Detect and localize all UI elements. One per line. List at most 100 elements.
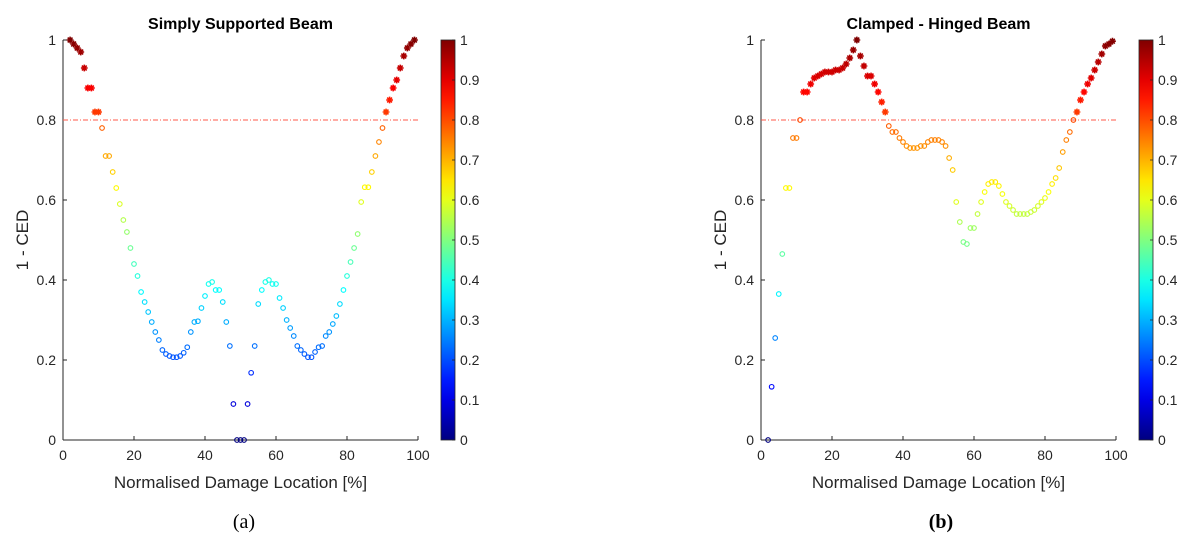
data-point — [1031, 207, 1038, 213]
data-point — [301, 351, 308, 357]
data-point — [251, 343, 258, 349]
colorbar-tick-label: 0.7 — [460, 152, 480, 168]
data-point — [867, 72, 875, 80]
chart-title: Clamped - Hinged Beam — [846, 16, 1030, 33]
data-point — [386, 96, 393, 104]
chart-title: Simply Supported Beam — [148, 16, 333, 33]
data-point — [932, 137, 938, 143]
data-point — [1003, 199, 1009, 205]
colorbar-tick-label: 0.2 — [1158, 352, 1178, 368]
y-tick-label: 0.4 — [37, 272, 57, 288]
data-point — [1084, 80, 1091, 88]
colorbar-tick-label: 0.8 — [460, 112, 480, 128]
data-point — [315, 344, 322, 351]
data-point — [782, 185, 789, 191]
data-point — [917, 143, 924, 149]
colorbar-tick-label: 0.2 — [460, 352, 480, 368]
data-point — [978, 199, 984, 205]
data-point — [116, 201, 123, 207]
data-point — [857, 52, 864, 60]
data-point — [283, 317, 290, 323]
data-point — [1006, 203, 1013, 209]
data-point — [946, 155, 953, 161]
data-point — [407, 40, 415, 48]
colorbar-tick-label: 0.6 — [460, 192, 480, 208]
data-point — [127, 245, 134, 251]
data-point — [1073, 108, 1081, 116]
y-axis-label: 1 - CED — [13, 210, 32, 270]
data-point — [219, 299, 226, 305]
colorbar-tick-label: 0.1 — [460, 392, 480, 408]
data-point — [953, 199, 960, 205]
data-point — [202, 293, 208, 299]
data-point — [1080, 88, 1088, 96]
data-point — [1013, 211, 1020, 217]
data-point — [191, 319, 198, 325]
x-tick-label: 60 — [268, 447, 284, 463]
colorbar-tick-label: 0 — [1158, 432, 1166, 448]
y-axis-label: 1 - CED — [711, 210, 730, 270]
x-tick-label: 80 — [339, 447, 355, 463]
data-point — [846, 54, 854, 62]
data-point — [248, 369, 254, 376]
data-point — [177, 353, 183, 359]
data-point — [106, 153, 112, 159]
data-point — [964, 241, 970, 247]
chart-simply-supported: Simply Supported Beam 0 20 40 60 80 100 0 0.2 0.4… — [13, 16, 480, 492]
data-point — [333, 313, 340, 319]
data-point — [1038, 199, 1045, 205]
data-point — [340, 287, 347, 293]
data-point — [786, 185, 793, 191]
data-point — [1042, 195, 1048, 201]
colorbar-tick-label: 0.8 — [1158, 112, 1178, 128]
data-point — [825, 68, 832, 76]
data-point — [131, 261, 137, 267]
data-point — [807, 80, 815, 88]
data-point — [322, 333, 329, 339]
data-point — [832, 66, 839, 74]
colorbar-tick-label: 0.5 — [1158, 232, 1178, 248]
data-point — [287, 325, 294, 331]
data-point — [793, 135, 800, 141]
data-point — [896, 135, 903, 141]
data-point — [810, 74, 818, 82]
y-tick-label: 0.8 — [735, 112, 755, 128]
data-point — [77, 48, 85, 56]
colorbar-tick-label: 0.7 — [1158, 152, 1178, 168]
data-point — [269, 281, 276, 287]
data-point — [244, 401, 251, 407]
data-point — [102, 153, 109, 159]
data-point — [382, 108, 390, 116]
data-point — [389, 84, 397, 92]
data-point — [999, 191, 1006, 197]
data-point — [1052, 175, 1059, 181]
colorbar-tick-label: 0.9 — [1158, 72, 1178, 88]
data-point — [258, 287, 265, 293]
data-point — [995, 183, 1002, 189]
data-point — [138, 289, 144, 295]
data-point — [354, 231, 361, 237]
x-tick-label: 20 — [824, 447, 840, 463]
data-point — [156, 337, 162, 343]
data-point — [134, 273, 141, 279]
panel-label-b: (b) — [929, 511, 953, 533]
data-point — [889, 129, 896, 135]
colorbar-tick-label: 0.3 — [460, 312, 480, 328]
data-point — [900, 139, 906, 145]
data-point — [853, 36, 861, 44]
y-tick-label: 0 — [746, 432, 754, 448]
data-point — [347, 259, 354, 265]
data-point — [66, 36, 74, 44]
y-tick-label: 1 — [746, 32, 754, 48]
data-point — [835, 66, 843, 74]
data-point — [337, 301, 343, 307]
data-point — [1035, 203, 1041, 209]
data-point — [411, 36, 418, 44]
data-point — [241, 437, 247, 443]
data-point — [198, 305, 205, 311]
data-point — [803, 88, 811, 96]
x-tick-label: 0 — [59, 447, 67, 463]
data-point — [790, 135, 796, 141]
data-point — [308, 354, 315, 361]
data-point — [305, 354, 311, 361]
